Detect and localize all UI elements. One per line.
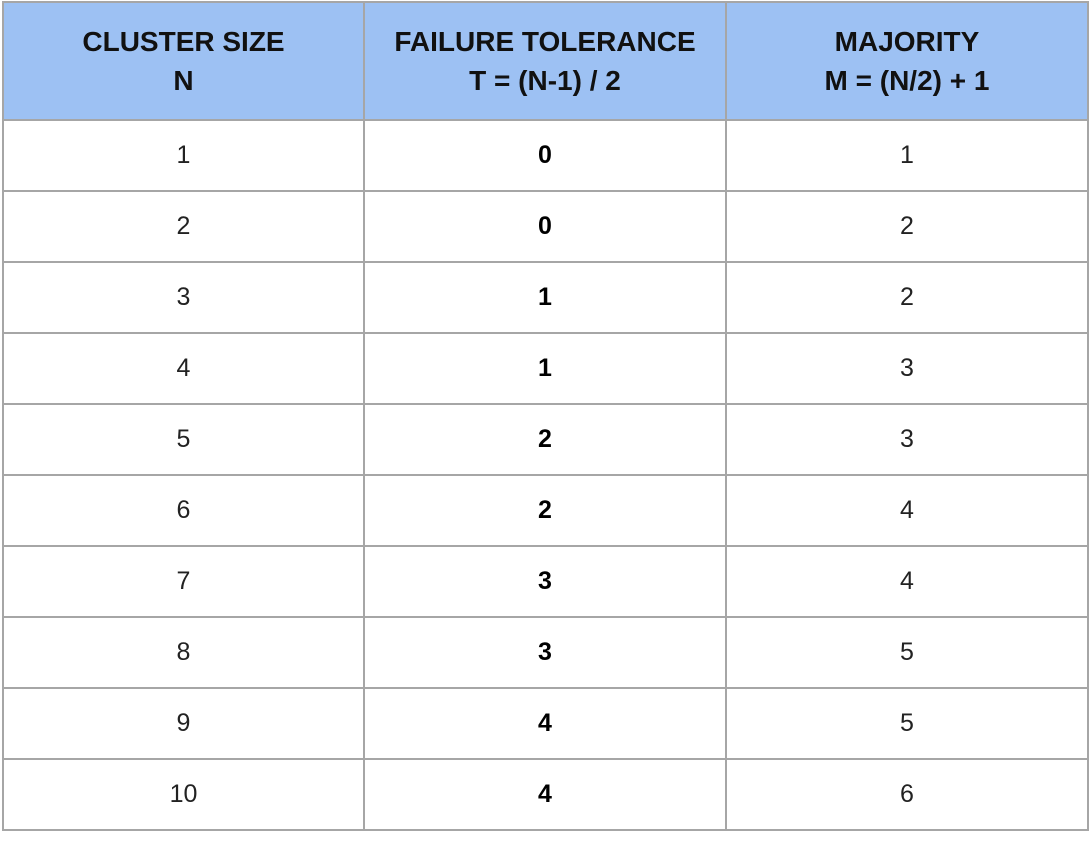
table-row: 1 0 1 [2, 119, 1089, 192]
cell-majority: 1 [725, 119, 1089, 192]
cell-majority: 4 [725, 545, 1089, 618]
cell-cluster-size: 3 [2, 261, 365, 334]
cell-majority: 6 [725, 758, 1089, 831]
cell-majority: 3 [725, 403, 1089, 476]
table-row: 4 1 3 [2, 332, 1089, 405]
cell-cluster-size: 5 [2, 403, 365, 476]
header-failure-tolerance-title: FAILURE TOLERANCE [394, 26, 696, 57]
table-header: CLUSTER SIZE N FAILURE TOLERANCE T = (N-… [2, 1, 1089, 121]
table-row: 2 0 2 [2, 190, 1089, 263]
cell-failure-tolerance: 4 [363, 687, 727, 760]
header-majority-formula: M = (N/2) + 1 [824, 65, 990, 96]
cell-failure-tolerance: 0 [363, 190, 727, 263]
cell-cluster-size: 10 [2, 758, 365, 831]
cell-majority: 5 [725, 687, 1089, 760]
table-row: 9 4 5 [2, 687, 1089, 760]
cell-failure-tolerance: 1 [363, 261, 727, 334]
cell-majority: 3 [725, 332, 1089, 405]
cell-failure-tolerance: 1 [363, 332, 727, 405]
cell-cluster-size: 6 [2, 474, 365, 547]
table-row: 10 4 6 [2, 758, 1089, 831]
header-majority-title: MAJORITY [834, 26, 980, 57]
cell-cluster-size: 8 [2, 616, 365, 689]
cell-failure-tolerance: 2 [363, 403, 727, 476]
cell-majority: 2 [725, 261, 1089, 334]
header-cluster-size-title: CLUSTER SIZE [82, 26, 285, 57]
cell-failure-tolerance: 3 [363, 545, 727, 618]
header-cluster-size: CLUSTER SIZE N [2, 1, 365, 121]
cell-failure-tolerance: 0 [363, 119, 727, 192]
cell-cluster-size: 1 [2, 119, 365, 192]
table-row: 8 3 5 [2, 616, 1089, 689]
cell-majority: 2 [725, 190, 1089, 263]
cluster-quorum-table: CLUSTER SIZE N FAILURE TOLERANCE T = (N-… [2, 1, 1089, 831]
table-body: 1 0 1 2 0 2 3 1 2 4 1 3 5 2 3 [2, 119, 1089, 831]
header-cluster-size-formula: N [173, 65, 194, 96]
header-failure-tolerance-formula: T = (N-1) / 2 [469, 65, 621, 96]
table-row: 6 2 4 [2, 474, 1089, 547]
cell-failure-tolerance: 3 [363, 616, 727, 689]
cell-failure-tolerance: 4 [363, 758, 727, 831]
header-failure-tolerance: FAILURE TOLERANCE T = (N-1) / 2 [363, 1, 727, 121]
header-majority: MAJORITY M = (N/2) + 1 [725, 1, 1089, 121]
table-row: 7 3 4 [2, 545, 1089, 618]
cell-cluster-size: 2 [2, 190, 365, 263]
cell-failure-tolerance: 2 [363, 474, 727, 547]
cell-cluster-size: 4 [2, 332, 365, 405]
table-row: 5 2 3 [2, 403, 1089, 476]
cell-cluster-size: 9 [2, 687, 365, 760]
cell-cluster-size: 7 [2, 545, 365, 618]
cell-majority: 4 [725, 474, 1089, 547]
header-row: CLUSTER SIZE N FAILURE TOLERANCE T = (N-… [2, 1, 1089, 121]
table-row: 3 1 2 [2, 261, 1089, 334]
cell-majority: 5 [725, 616, 1089, 689]
